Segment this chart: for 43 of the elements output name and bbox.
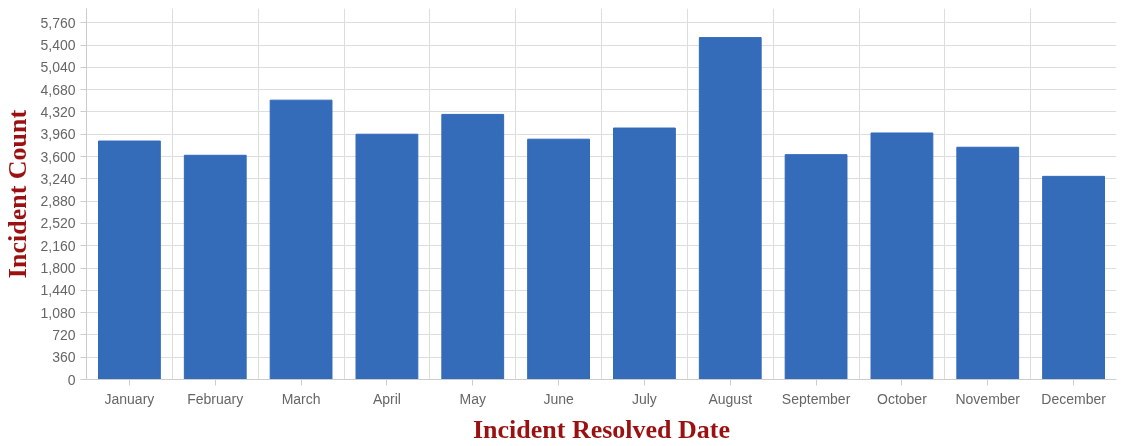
- y-tick-label: 720: [52, 326, 76, 343]
- y-axis-title: Incident Count: [3, 109, 33, 279]
- x-tick-label: September: [781, 390, 851, 407]
- x-tick-label: March: [281, 390, 321, 407]
- y-tick-label: 1,440: [40, 282, 76, 299]
- bar: [1042, 175, 1105, 380]
- y-tick-label: 3,960: [40, 126, 76, 143]
- y-tick-label: 2,160: [40, 237, 76, 254]
- x-tick-label: June: [543, 390, 574, 407]
- x-tick-label: May: [459, 390, 486, 407]
- y-tick-label: 2,880: [40, 193, 76, 210]
- y-tick-label: 360: [52, 349, 76, 366]
- y-tick-label: 4,320: [40, 103, 76, 120]
- y-tick-label: 4,680: [40, 81, 76, 98]
- bar: [269, 99, 333, 380]
- x-tick-label: February: [187, 390, 244, 407]
- x-tick-label: October: [877, 390, 928, 407]
- y-tick-label: 0: [67, 371, 76, 388]
- bar: [698, 37, 762, 380]
- x-tick-label: July: [631, 390, 657, 407]
- bar: [355, 133, 419, 380]
- bar: [98, 140, 161, 380]
- bar: [613, 127, 676, 380]
- x-tick-label: August: [708, 390, 753, 407]
- bar: [870, 132, 934, 380]
- bar: [784, 154, 848, 380]
- bar: [441, 113, 505, 380]
- x-tick-label: December: [1041, 390, 1107, 407]
- y-tick-label: 5,400: [40, 37, 76, 54]
- y-tick-label: 1,080: [40, 304, 76, 321]
- y-tick-label: 5,040: [40, 59, 76, 76]
- y-tick-label: 3,240: [40, 170, 76, 187]
- y-tick-label: 5,760: [40, 14, 76, 31]
- bar: [527, 138, 590, 380]
- bar: [956, 146, 1020, 380]
- x-axis-title: Incident Resolved Date: [472, 414, 731, 444]
- x-tick-label: April: [372, 390, 401, 407]
- y-tick-label: 3,600: [40, 148, 76, 165]
- y-tick-label: 1,800: [40, 260, 76, 277]
- x-tick-label: November: [955, 390, 1021, 407]
- x-tick-label: January: [104, 390, 155, 407]
- bar: [183, 154, 247, 380]
- y-tick-label: 2,520: [40, 215, 76, 232]
